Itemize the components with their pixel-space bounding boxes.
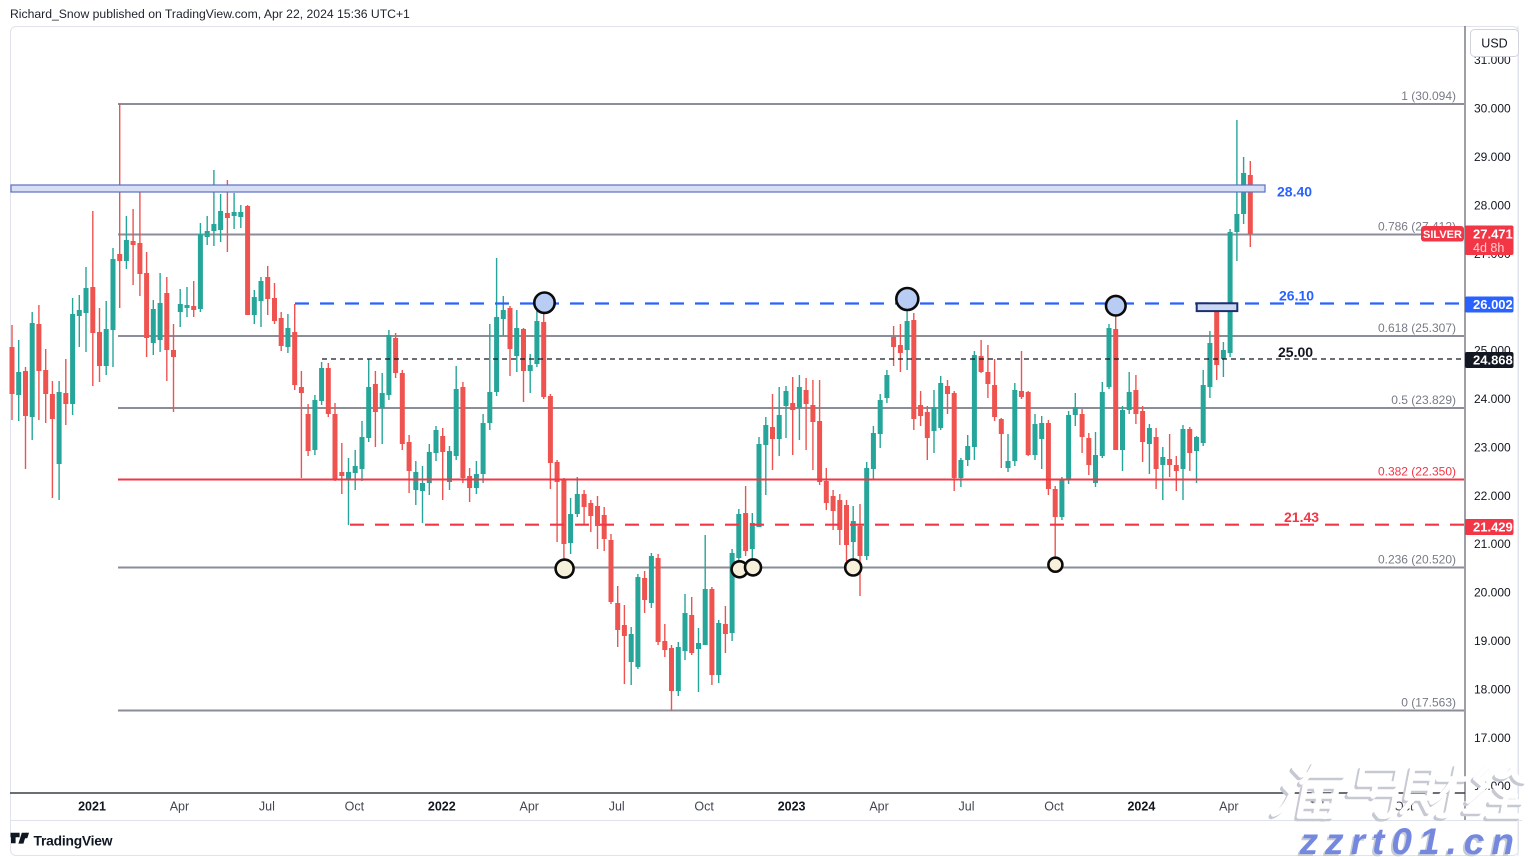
svg-text:Apr: Apr: [520, 800, 539, 814]
svg-text:2024: 2024: [1127, 800, 1155, 814]
svg-text:SILVER: SILVER: [1423, 229, 1462, 241]
svg-text:26.002: 26.002: [1473, 297, 1513, 312]
svg-text:23.000: 23.000: [1474, 440, 1511, 454]
svg-text:zzrt01.cn: zzrt01.cn: [1297, 823, 1519, 857]
svg-text:2021: 2021: [78, 800, 106, 814]
svg-text:19.000: 19.000: [1474, 634, 1511, 648]
svg-text:0 (17.563): 0 (17.563): [1401, 696, 1456, 710]
svg-text:TradingView: TradingView: [34, 834, 113, 849]
svg-text:Oct: Oct: [1044, 800, 1064, 814]
svg-text:Jul: Jul: [259, 800, 275, 814]
svg-text:24.000: 24.000: [1474, 392, 1511, 406]
svg-text:1 (30.094): 1 (30.094): [1401, 89, 1456, 103]
svg-text:Jul: Jul: [609, 800, 625, 814]
svg-text:21.43: 21.43: [1284, 509, 1319, 525]
svg-text:Oct: Oct: [345, 800, 365, 814]
svg-text:18.000: 18.000: [1474, 682, 1511, 696]
svg-text:24.868: 24.868: [1473, 353, 1513, 368]
svg-text:4d 8h: 4d 8h: [1473, 241, 1504, 255]
svg-text:2023: 2023: [778, 800, 806, 814]
svg-text:0.382 (22.350): 0.382 (22.350): [1378, 465, 1456, 479]
svg-text:17.000: 17.000: [1474, 731, 1511, 745]
svg-text:30.000: 30.000: [1474, 102, 1511, 116]
svg-text:22.000: 22.000: [1474, 489, 1511, 503]
svg-text:25.00: 25.00: [1278, 344, 1313, 360]
svg-text:21.429: 21.429: [1473, 520, 1513, 535]
svg-text:29.000: 29.000: [1474, 150, 1511, 164]
svg-text:28.000: 28.000: [1474, 198, 1511, 212]
svg-text:0.5 (23.829): 0.5 (23.829): [1391, 393, 1456, 407]
svg-text:27.471: 27.471: [1473, 227, 1513, 242]
svg-text:USD: USD: [1481, 37, 1507, 51]
svg-text:0.236 (20.520): 0.236 (20.520): [1378, 553, 1456, 567]
svg-text:0.618 (25.307): 0.618 (25.307): [1378, 321, 1456, 335]
svg-text:Oct: Oct: [694, 800, 714, 814]
svg-text:Apr: Apr: [869, 800, 888, 814]
svg-text:Jul: Jul: [959, 800, 975, 814]
svg-text:26.10: 26.10: [1279, 288, 1314, 304]
svg-text:Apr: Apr: [170, 800, 189, 814]
svg-text:Apr: Apr: [1219, 800, 1238, 814]
svg-text:28.40: 28.40: [1277, 184, 1312, 200]
svg-text:20.000: 20.000: [1474, 586, 1511, 600]
svg-text:2022: 2022: [428, 800, 456, 814]
svg-text:zzrt01.cn: zzrt01.cn: [1299, 821, 1521, 857]
svg-text:21.000: 21.000: [1474, 537, 1511, 551]
